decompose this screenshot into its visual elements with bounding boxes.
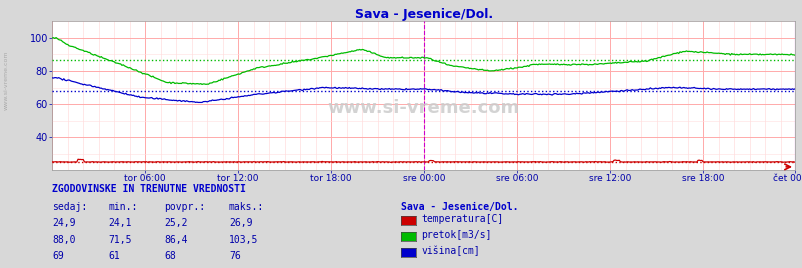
Text: 24,9: 24,9 <box>52 218 75 228</box>
Text: 68: 68 <box>164 251 176 260</box>
Title: Sava - Jesenice/Dol.: Sava - Jesenice/Dol. <box>354 8 492 21</box>
Text: 61: 61 <box>108 251 120 260</box>
Text: 24,1: 24,1 <box>108 218 132 228</box>
Text: www.si-vreme.com: www.si-vreme.com <box>327 99 519 117</box>
Text: 76: 76 <box>229 251 241 260</box>
Text: pretok[m3/s]: pretok[m3/s] <box>421 230 492 240</box>
Text: 26,9: 26,9 <box>229 218 252 228</box>
Text: www.si-vreme.com: www.si-vreme.com <box>4 51 9 110</box>
Text: 71,5: 71,5 <box>108 234 132 244</box>
Text: sedaj:: sedaj: <box>52 202 87 212</box>
Text: 103,5: 103,5 <box>229 234 258 244</box>
Text: povpr.:: povpr.: <box>164 202 205 212</box>
Text: Sava - Jesenice/Dol.: Sava - Jesenice/Dol. <box>401 202 518 212</box>
Text: temperatura[C]: temperatura[C] <box>421 214 503 224</box>
Text: ZGODOVINSKE IN TRENUTNE VREDNOSTI: ZGODOVINSKE IN TRENUTNE VREDNOSTI <box>52 184 245 193</box>
Text: min.:: min.: <box>108 202 138 212</box>
Text: 69: 69 <box>52 251 64 260</box>
Text: 86,4: 86,4 <box>164 234 188 244</box>
Text: 88,0: 88,0 <box>52 234 75 244</box>
Text: 25,2: 25,2 <box>164 218 188 228</box>
Text: višina[cm]: višina[cm] <box>421 245 480 256</box>
Text: maks.:: maks.: <box>229 202 264 212</box>
